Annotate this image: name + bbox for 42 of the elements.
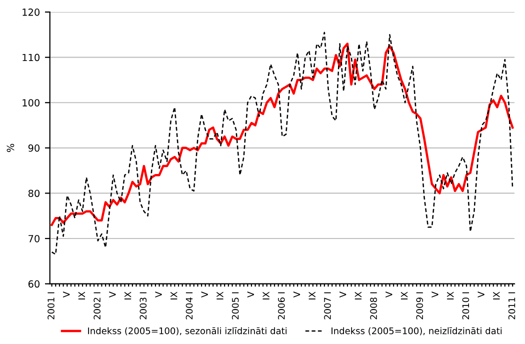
y-tick-label: 80 [28,190,40,198]
x-tick-label: 2002 I [94,292,100,320]
y-tick-label: 120 [22,8,40,16]
x-tick-label: V [109,292,116,298]
x-tick-label: 2007 I [324,292,331,320]
y-tick-label: 70 [28,234,40,242]
x-tick-label: IX [78,292,86,300]
x-tick-label: 2010 I [462,292,470,320]
x-tick-label: V [155,292,162,298]
x-tick-label: IX [354,292,362,300]
y-tick-label: 100 [22,99,40,106]
x-tick-label: 2004 I [186,292,193,320]
x-tick-label: 2008 I [370,292,377,320]
x-tick-label: IX [308,292,316,300]
x-tick-label: V [478,292,484,298]
x-tick-label: V [432,292,438,298]
x-tick-label: IX [124,292,132,300]
y-axis-title: % [6,144,14,152]
x-tick-label: IX [216,292,224,300]
x-tick-label: 2009 I [416,292,424,320]
x-tick-label: 2005 I [232,292,239,320]
x-tick-label: 2011 I [508,292,516,320]
x-tick-label: V [63,292,70,298]
x-tick-label: IX [493,292,500,300]
x-tick-label: V [386,292,392,298]
x-tick-label: IX [447,292,454,300]
x-tick-label: V [293,292,300,298]
x-tick-label: V [201,292,208,298]
x-tick-label: V [340,292,346,298]
line-series [50,42,514,226]
legend-label: Indekss (2005=100), sezonāli izlīdzināti dati [88,327,287,336]
x-tick-label: IX [400,292,408,300]
x-tick-label: 2001 I [48,292,54,320]
x-tick-label: V [247,292,254,298]
x-tick-label: IX [170,292,178,300]
x-tick-label: 2006 I [278,292,285,320]
x-tick-label: IX [262,292,270,300]
y-tick-label: 60 [28,280,40,288]
legend-label: Indekss (2005=100), neizlīdzināti dati [332,327,502,336]
y-tick-label: 110 [22,54,40,62]
y-tick-label: 90 [28,144,40,152]
x-tick-label: 2003 I [140,292,147,320]
